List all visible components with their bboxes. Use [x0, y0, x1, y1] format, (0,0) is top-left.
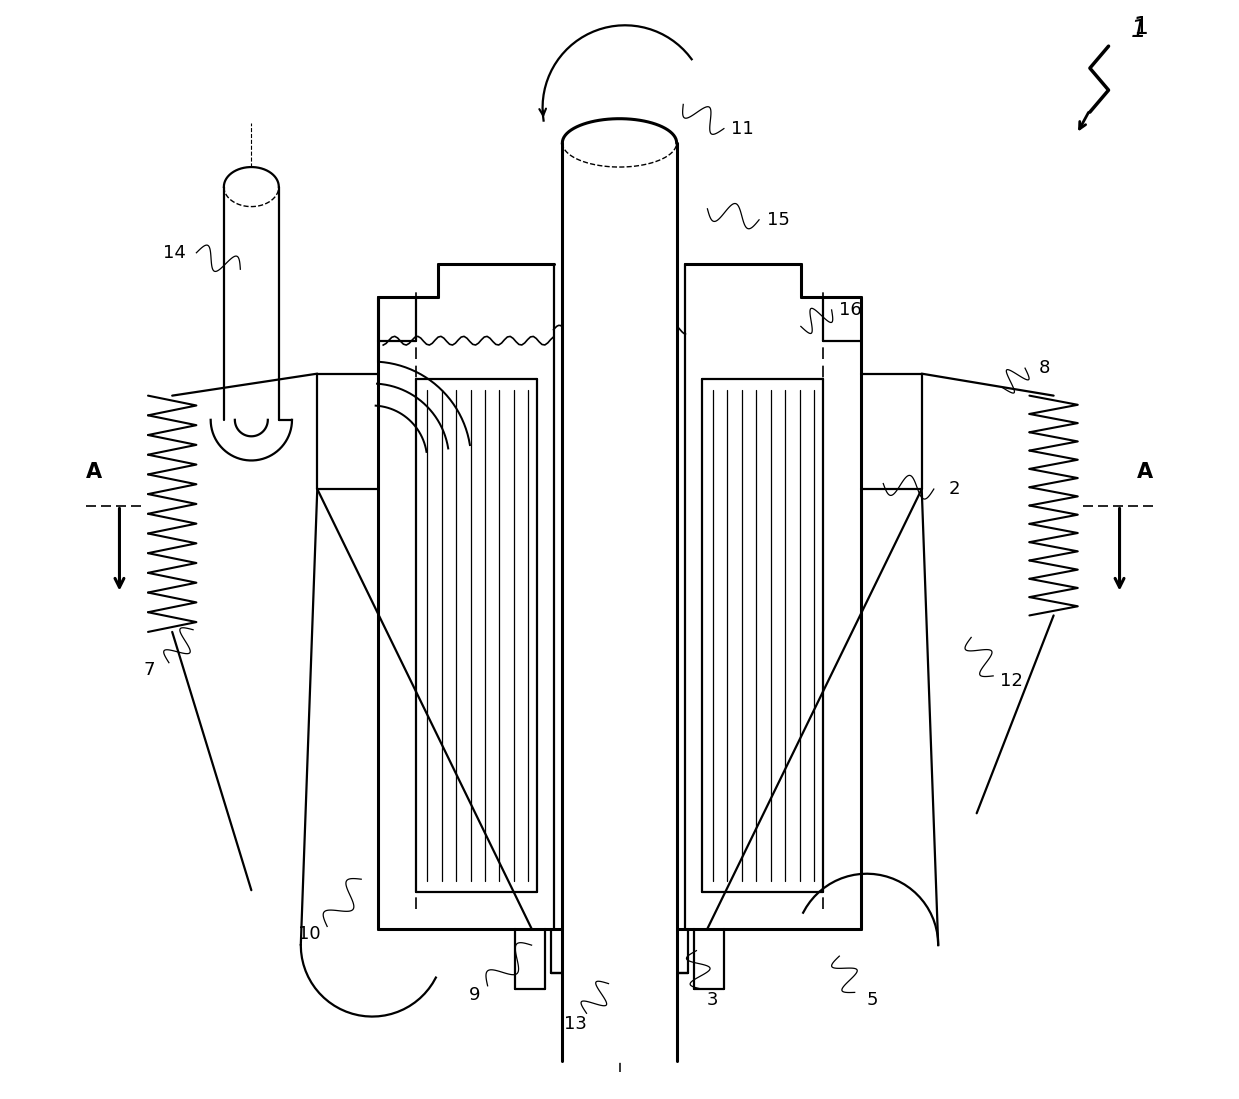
Text: 13: 13 — [564, 1015, 587, 1033]
Text: 14: 14 — [164, 244, 186, 262]
Text: 11: 11 — [731, 120, 755, 137]
Polygon shape — [563, 143, 676, 1061]
Text: 5: 5 — [866, 991, 878, 1009]
Text: 8: 8 — [1040, 359, 1051, 377]
Text: 3: 3 — [707, 991, 719, 1009]
Text: 16: 16 — [839, 301, 861, 319]
Text: 1: 1 — [1132, 15, 1147, 40]
Text: 9: 9 — [468, 986, 481, 1003]
Text: 15: 15 — [767, 211, 790, 229]
Text: 10: 10 — [299, 925, 321, 943]
Text: 12: 12 — [1000, 673, 1023, 690]
Text: 2: 2 — [949, 480, 960, 498]
Text: A: A — [1136, 462, 1152, 482]
Text: A: A — [87, 462, 103, 482]
Text: 1: 1 — [1130, 18, 1146, 42]
Text: 7: 7 — [144, 662, 155, 679]
